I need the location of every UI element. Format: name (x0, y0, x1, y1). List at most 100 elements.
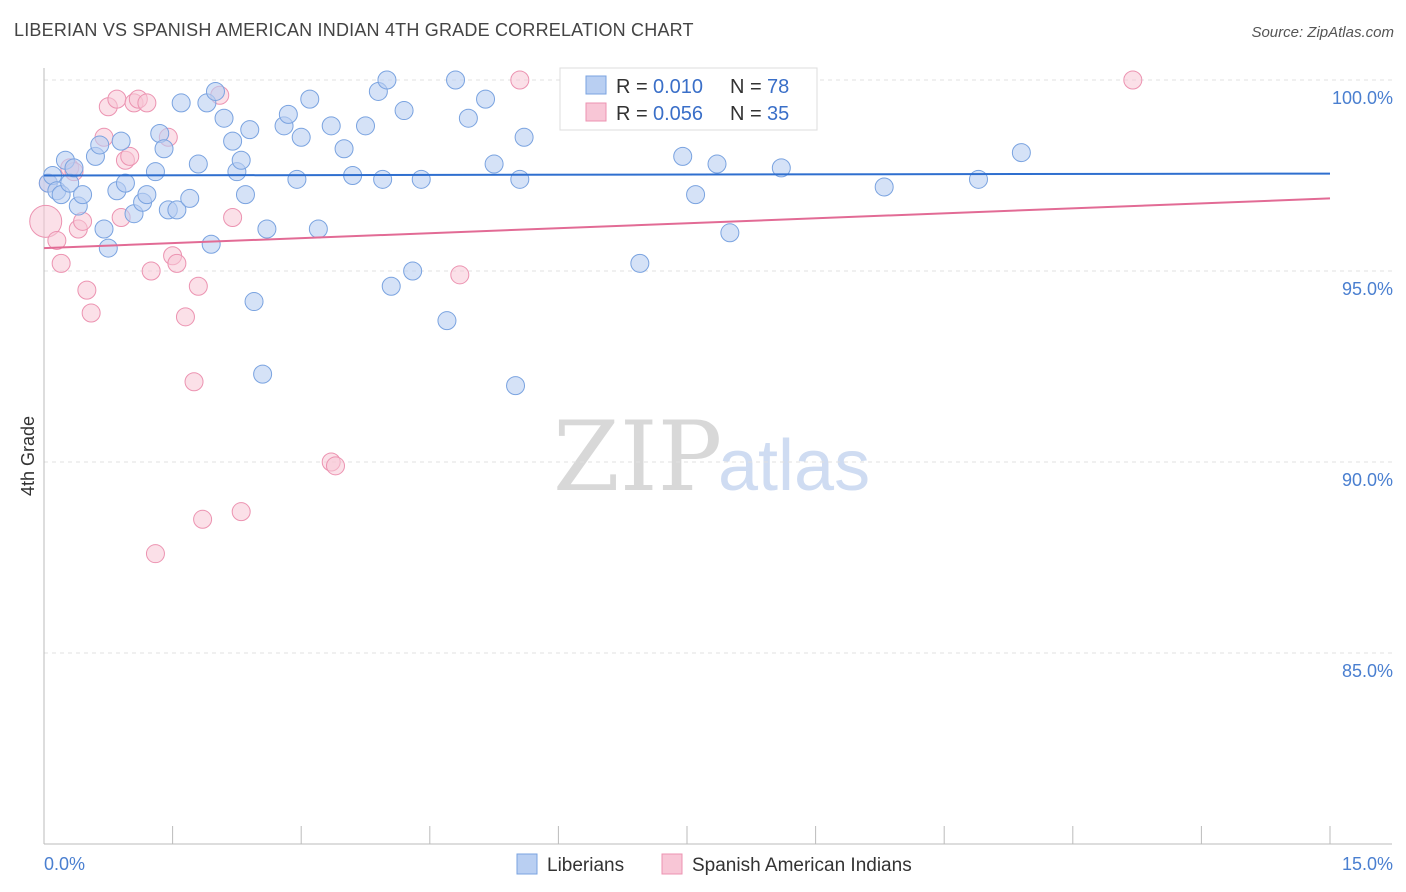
point-liberians-38 (257, 219, 277, 239)
point-liberians-67 (686, 185, 706, 205)
point-spanish-american-indians-18 (137, 93, 157, 113)
point-spanish-american-indians-24 (175, 307, 195, 327)
bottom-legend-label-spanish-american-indians: Spanish American Indians (692, 855, 912, 876)
point-liberians-34 (235, 185, 255, 205)
point-spanish-american-indians-9 (81, 303, 101, 323)
point-liberians-57 (446, 70, 466, 90)
point-liberians-72 (968, 169, 988, 189)
point-liberians-33 (231, 150, 251, 170)
point-liberians-28 (201, 234, 221, 254)
bottom-legend-label-liberians: Liberians (547, 855, 624, 876)
legend-r-label-2: R = (616, 103, 648, 125)
point-liberians-73 (1011, 143, 1031, 163)
legend-n-value-1: 78 (767, 76, 789, 98)
axes (43, 68, 1392, 845)
point-liberians-62 (510, 169, 530, 189)
point-spanish-american-indians-33 (450, 265, 470, 285)
point-liberians-55 (411, 169, 431, 189)
point-liberians-46 (334, 139, 354, 159)
point-liberians-63 (514, 127, 534, 147)
bottom-legend-swatch-spanish-american-indians (661, 853, 683, 875)
legend-n-value-2: 35 (767, 103, 789, 125)
point-liberians-53 (394, 101, 414, 121)
point-liberians-19 (145, 162, 165, 182)
point-liberians-40 (278, 104, 298, 124)
y-tick-label-3: 100.0% (1332, 88, 1393, 108)
point-liberians-14 (111, 131, 131, 151)
point-liberians-21 (154, 139, 174, 159)
point-spanish-american-indians-19 (141, 261, 161, 281)
point-liberians-37 (253, 364, 273, 384)
point-liberians-60 (484, 154, 504, 174)
point-spanish-american-indians-3 (51, 253, 71, 273)
point-spanish-american-indians-35 (1123, 70, 1143, 90)
point-liberians-58 (458, 108, 478, 128)
legend-r-value-1: 0.010 (653, 76, 703, 98)
bottom-legend-swatch-liberians (516, 853, 538, 875)
point-liberians-35 (240, 120, 260, 140)
point-liberians-25 (180, 188, 200, 208)
watermark-atlas: atlas (718, 426, 870, 506)
point-spanish-american-indians-29 (223, 208, 243, 228)
point-spanish-american-indians-25 (184, 372, 204, 392)
point-liberians-44 (308, 219, 328, 239)
y-tick-label-1: 90.0% (1342, 470, 1393, 490)
point-spanish-american-indians-20 (145, 544, 165, 564)
point-liberians-59 (476, 89, 496, 109)
point-liberians-18 (137, 185, 157, 205)
point-liberians-30 (214, 108, 234, 128)
point-spanish-american-indians-30 (231, 502, 251, 522)
point-liberians-23 (167, 200, 187, 220)
series-legend: Liberians Spanish American Indians (516, 853, 912, 876)
x-ticks (43, 826, 1331, 844)
y-tick-label-2: 95.0% (1342, 279, 1393, 299)
point-spanish-american-indians-15 (120, 146, 140, 166)
y-tick-labels: 85.0% 90.0% 95.0% 100.0% (1332, 88, 1393, 681)
point-liberians-70 (771, 158, 791, 178)
point-liberians-48 (356, 116, 375, 136)
gridlines (44, 79, 1392, 654)
watermark-zip: ZIP (553, 401, 722, 513)
point-liberians-8 (73, 185, 93, 205)
trend-line-liberians (43, 172, 1331, 177)
point-spanish-american-indians-2 (47, 230, 67, 250)
point-liberians-45 (321, 116, 341, 136)
y-axis-title: 4th Grade (18, 416, 38, 496)
point-liberians-29 (205, 81, 225, 101)
trend-line-spanish-american-indians (43, 197, 1331, 250)
point-liberians-24 (171, 93, 191, 113)
point-spanish-american-indians-12 (107, 89, 127, 109)
point-liberians-12 (98, 238, 118, 258)
point-spanish-american-indians-8 (77, 280, 97, 300)
point-spanish-american-indians-27 (193, 509, 213, 529)
legend-n-label-2: N = (730, 103, 762, 125)
point-liberians-56 (437, 311, 457, 331)
point-liberians-11 (94, 219, 114, 239)
point-liberians-66 (673, 146, 693, 166)
x-tick-label-min: 0.0% (44, 854, 85, 874)
point-liberians-43 (300, 89, 320, 109)
chart-title: LIBERIAN VS SPANISH AMERICAN INDIAN 4TH … (14, 20, 694, 40)
legend-swatch-liberians (585, 75, 607, 95)
legend-r-value-2: 0.056 (653, 103, 703, 125)
trend-lines (43, 172, 1331, 250)
point-spanish-american-indians-0 (29, 204, 63, 238)
point-liberians-69 (720, 223, 740, 243)
point-liberians-71 (874, 177, 894, 197)
point-spanish-american-indians-26 (188, 276, 208, 296)
legend-r-label-1: R = (616, 76, 648, 98)
point-liberians-26 (188, 154, 208, 174)
legend-swatch-spanish-american-indians (585, 102, 607, 122)
point-spanish-american-indians-34 (510, 70, 530, 90)
point-liberians-36 (244, 292, 264, 312)
point-liberians-61 (506, 376, 526, 396)
point-liberians-51 (377, 70, 397, 90)
point-spanish-american-indians-32 (325, 456, 345, 476)
y-tick-label-0: 85.0% (1342, 661, 1393, 681)
point-liberians-54 (403, 261, 423, 281)
legend-n-label-1: N = (730, 76, 762, 98)
point-liberians-68 (707, 154, 727, 174)
point-liberians-10 (90, 135, 110, 155)
point-liberians-50 (373, 169, 393, 189)
